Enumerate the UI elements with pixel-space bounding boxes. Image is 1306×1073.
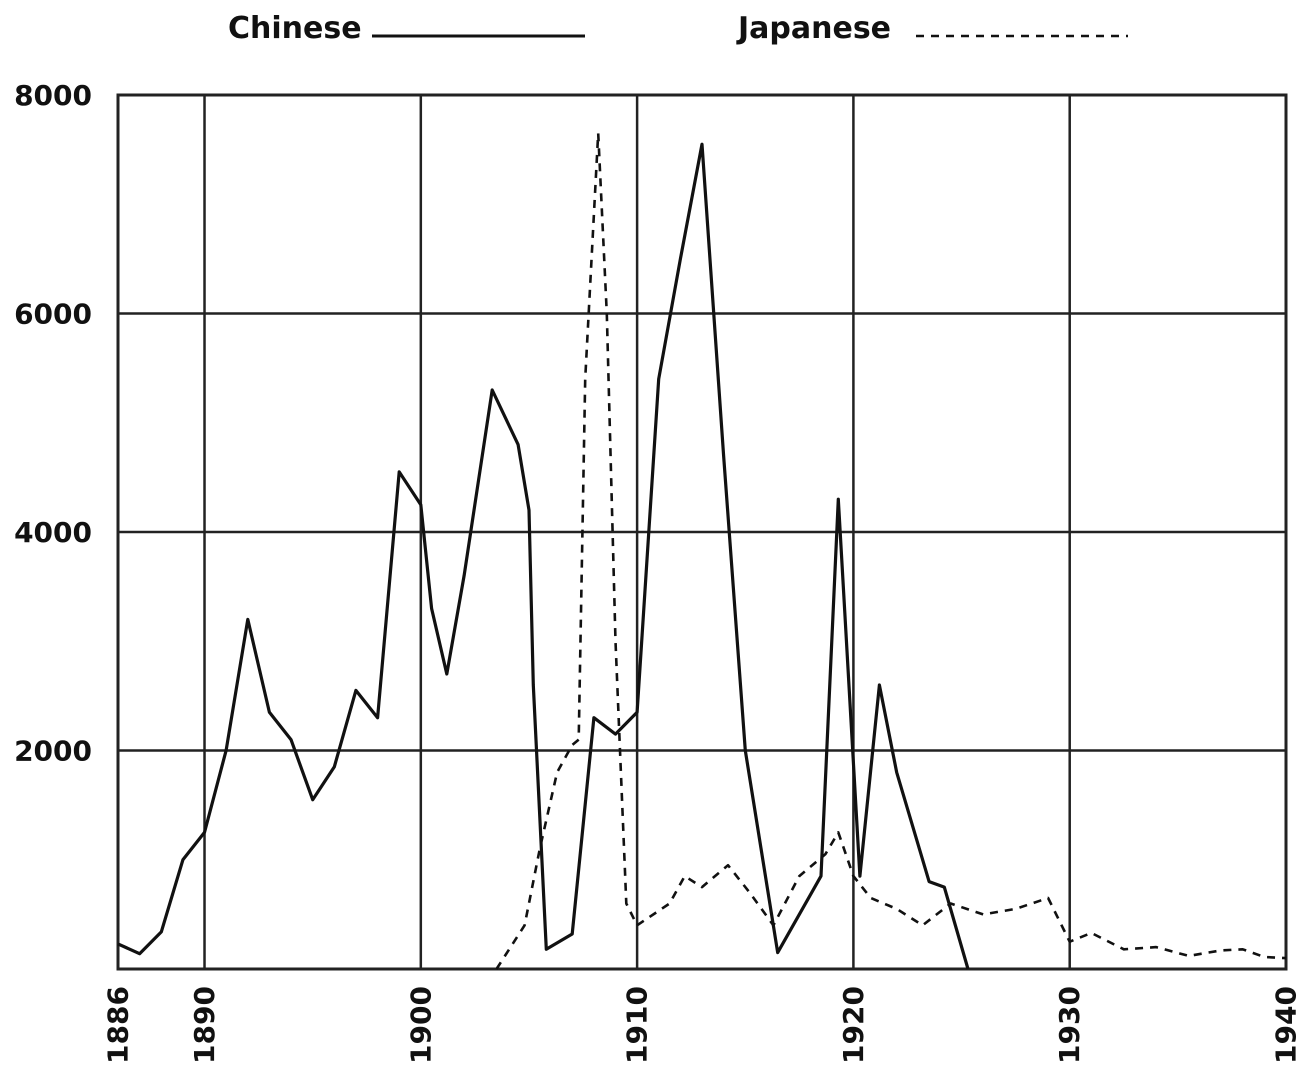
y-tick-label-6000: 6000	[14, 298, 92, 331]
x-axis-ticks: 1886 1890 1900 1910 1920 1930 1940	[102, 986, 1303, 1064]
series-line-chinese	[117, 142, 970, 970]
x-tick-label-1920: 1920	[837, 986, 870, 1064]
x-tick-label-1930: 1930	[1053, 986, 1086, 1064]
grid	[118, 95, 1286, 969]
y-tick-label-8000: 8000	[14, 79, 92, 112]
x-tick-label-1886: 1886	[102, 986, 135, 1064]
series-line-japanese	[495, 131, 1287, 970]
x-tick-label-1900: 1900	[404, 986, 437, 1064]
y-tick-label-4000: 4000	[14, 516, 92, 549]
y-axis-ticks: 2000 4000 6000 8000	[14, 79, 92, 768]
legend-label-japanese: Japanese	[736, 11, 891, 46]
x-tick-label-1910: 1910	[621, 986, 654, 1064]
plot-frame	[116, 93, 1288, 971]
legend: Chinese Japanese	[228, 11, 1128, 46]
x-tick-label-1940: 1940	[1270, 986, 1303, 1064]
x-tick-label-1890: 1890	[188, 986, 221, 1064]
legend-label-chinese: Chinese	[228, 11, 362, 46]
y-tick-label-2000: 2000	[14, 735, 92, 768]
series-layer	[117, 131, 1287, 970]
